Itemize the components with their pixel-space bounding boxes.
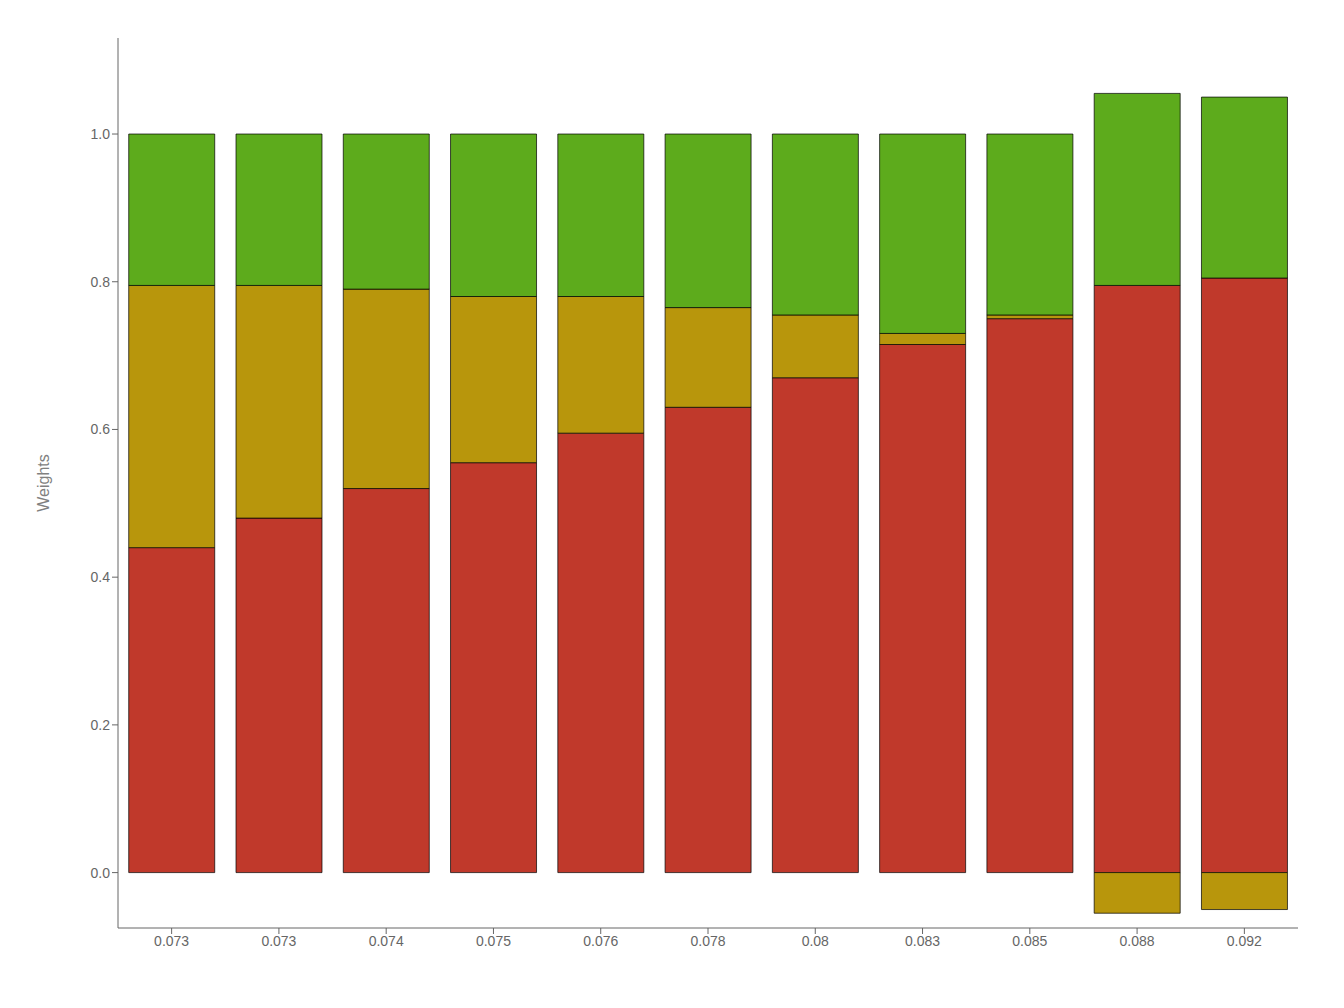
svg-text:0.078: 0.078 (690, 933, 725, 949)
svg-text:1.0: 1.0 (91, 126, 111, 142)
svg-text:0.8: 0.8 (91, 274, 111, 290)
svg-text:0.073: 0.073 (261, 933, 296, 949)
svg-text:0.2: 0.2 (91, 717, 111, 733)
svg-text:0.092: 0.092 (1227, 933, 1262, 949)
svg-text:0.085: 0.085 (1012, 933, 1047, 949)
svg-text:0.6: 0.6 (91, 421, 111, 437)
svg-text:0.074: 0.074 (369, 933, 404, 949)
svg-text:0.088: 0.088 (1120, 933, 1155, 949)
svg-text:0.083: 0.083 (905, 933, 940, 949)
svg-text:0.076: 0.076 (583, 933, 618, 949)
svg-text:0.075: 0.075 (476, 933, 511, 949)
svg-text:0.08: 0.08 (802, 933, 829, 949)
svg-text:0.4: 0.4 (91, 569, 111, 585)
svg-text:0.0: 0.0 (91, 865, 111, 881)
svg-text:Weights: Weights (35, 454, 52, 512)
svg-text:0.073: 0.073 (154, 933, 189, 949)
